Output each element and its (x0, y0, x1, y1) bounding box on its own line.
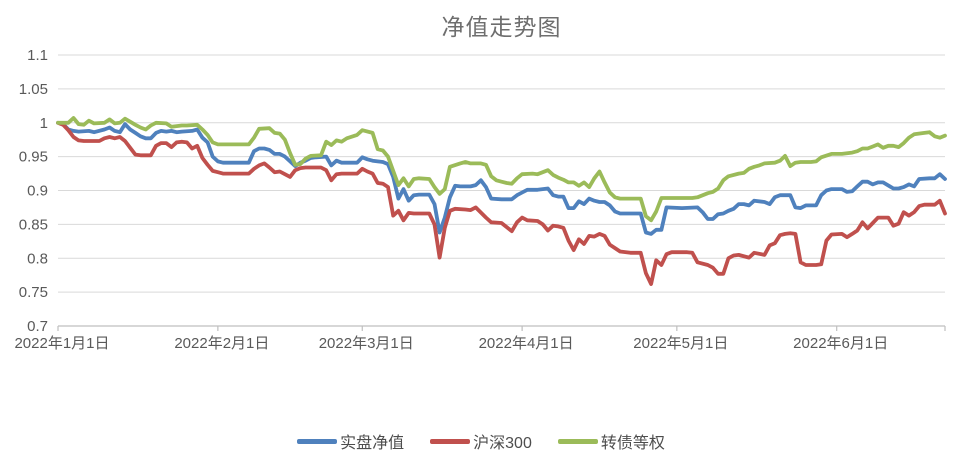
x-tick-label: 2022年3月1日 (319, 335, 414, 352)
series-line-portfolio-nav (56, 120, 947, 236)
x-tick-label: 2022年1月1日 (14, 335, 109, 352)
series-line-csi300 (56, 120, 947, 286)
y-tick-label: 0.75 (19, 284, 48, 301)
y-tick-label: 0.8 (27, 250, 48, 267)
legend-item-csi300[interactable]: 沪深300 (430, 429, 532, 453)
x-tick-label: 2022年6月1日 (793, 335, 888, 352)
y-tick-label: 1 (40, 115, 48, 132)
y-tick-label: 0.95 (19, 149, 48, 166)
legend-swatch-csi300 (430, 438, 471, 444)
chart-legend: 实盘净值 沪深300 转债等权 (0, 428, 962, 454)
y-tick-label: 1.1 (27, 47, 48, 64)
y-tick-label: 0.7 (27, 318, 48, 335)
x-tick-label: 2022年5月1日 (633, 335, 728, 352)
legend-label-cb-equal-weight: 转债等权 (600, 435, 665, 452)
legend-item-portfolio-nav[interactable]: 实盘净值 (297, 429, 404, 453)
legend-item-cb-equal-weight[interactable]: 转债等权 (557, 429, 665, 453)
legend-swatch-cb-equal-weight (557, 438, 598, 444)
legend-label-csi300: 沪深300 (473, 435, 532, 452)
legend-label-portfolio-nav: 实盘净值 (340, 435, 405, 452)
y-tick-label: 1.05 (19, 81, 48, 98)
chart-title: 净值走势图 (441, 15, 562, 41)
x-tick-label: 2022年4月1日 (479, 335, 574, 352)
y-tick-label: 0.9 (27, 183, 48, 200)
legend-swatch-portfolio-nav (297, 438, 338, 444)
x-tick-label: 2022年2月1日 (174, 335, 269, 352)
y-tick-label: 0.85 (19, 216, 48, 233)
series-line-cb-equal-weight (56, 116, 947, 223)
